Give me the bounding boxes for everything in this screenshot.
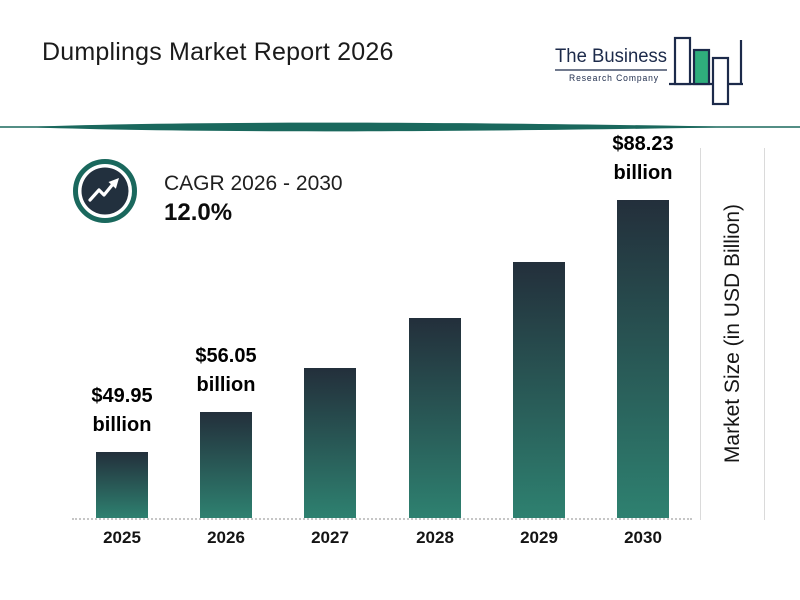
bar-2027 xyxy=(304,368,356,518)
logo-bar-chart-icon xyxy=(669,36,743,106)
bar-2026 xyxy=(200,412,252,518)
bar-2025 xyxy=(96,452,148,518)
x-tick-2025: 2025 xyxy=(103,528,141,547)
x-tick-2029: 2029 xyxy=(520,528,558,547)
x-tick-2028: 2028 xyxy=(416,528,454,547)
plot-area: $49.95 billion 2025 $56.05 billion 2026 2027 20… xyxy=(72,133,692,547)
company-logo: The Business Research Company xyxy=(555,36,743,106)
trend-up-arrow-icon xyxy=(73,159,137,223)
bar-value-label-2025: $49.95 billion xyxy=(91,385,153,436)
bar-value-label-2026: $56.05 billion xyxy=(195,345,257,396)
bar-2029 xyxy=(513,262,565,518)
logo-text-line2: Research Company xyxy=(569,73,659,84)
x-tick-2030: 2030 xyxy=(624,528,662,547)
divider-rule xyxy=(0,122,800,132)
bar-2030 xyxy=(617,200,669,518)
cagr-label: CAGR 2026 - 2030 xyxy=(164,172,343,195)
chart-frame-line-left xyxy=(700,148,701,520)
y-axis-label: Market Size (in USD Billion) xyxy=(721,204,744,464)
x-tick-2026: 2026 xyxy=(207,528,245,547)
cagr-value: 12.0% xyxy=(164,199,233,226)
bar-2028 xyxy=(409,318,461,518)
x-tick-2027: 2027 xyxy=(311,528,349,547)
page-title: Dumplings Market Report 2026 xyxy=(42,38,394,66)
chart-frame-line-right xyxy=(764,148,765,520)
y-axis-label-wrap: Market Size (in USD Billion) xyxy=(702,148,764,520)
logo-text-line1: The Business xyxy=(555,46,667,67)
bar-value-label-2030: $88.23 billion xyxy=(612,133,674,184)
